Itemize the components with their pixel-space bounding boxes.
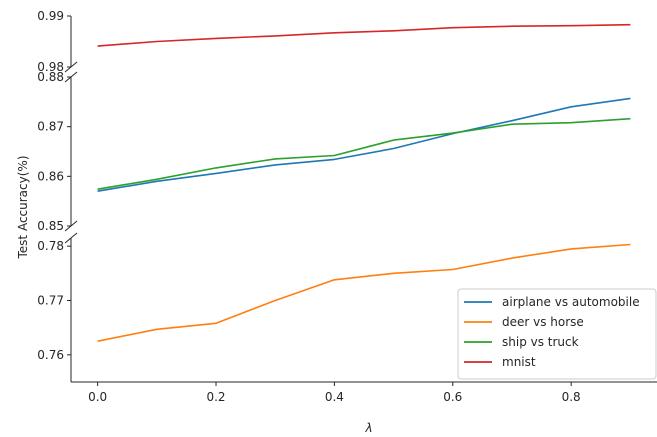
legend-label: deer vs horse: [502, 315, 584, 329]
y-tick-label: 0.98: [37, 60, 64, 74]
y-tick-label: 0.78: [37, 239, 64, 253]
y-tick-label: 0.77: [37, 293, 64, 307]
x-axis-title: λ: [364, 421, 372, 435]
legend-label: ship vs truck: [502, 335, 579, 349]
y-tick-label: 0.88: [37, 70, 64, 84]
axis-break-mark: [64, 232, 78, 244]
axis-break-marks: [64, 61, 78, 244]
axis-break-mark: [64, 71, 78, 83]
x-axis: 0.0 0.2 0.4 0.6 0.8: [71, 381, 657, 404]
x-tick-label: 0.8: [562, 390, 581, 404]
legend: airplane vs automobile deer vs horse ship …: [457, 288, 657, 380]
x-tick-label: 0.2: [206, 390, 225, 404]
y-tick-label: 0.76: [37, 348, 64, 362]
legend-frame: [457, 288, 657, 380]
axis-break-mark: [64, 61, 78, 73]
series-line-deer-vs-horse: [97, 243, 631, 342]
series-line-ship-vs-truck: [97, 117, 631, 190]
axis-break-mark: [64, 220, 78, 232]
series-lines: [97, 23, 631, 342]
y-axis-panel-2: 0.76 0.77 0.78: [37, 238, 72, 382]
series-line-mnist: [97, 23, 631, 47]
y-axis-title: Test Accuracy(%): [16, 156, 30, 260]
x-tick-label: 0.4: [325, 390, 344, 404]
y-axis-panel-1: 0.85 0.86 0.87 0.88: [37, 70, 72, 233]
series-line-airplane-vs-automobile: [97, 97, 631, 192]
legend-label: mnist: [502, 355, 536, 369]
y-axis-panel-0: 0.98 0.99: [37, 9, 72, 74]
x-tick-label: 0.0: [88, 390, 107, 404]
chart-panels: 0.98 0.99 0.85 0.86 0.87 0.88 0.76 0.77 0.78: [37, 9, 72, 382]
y-tick-label: 0.86: [37, 169, 64, 183]
y-tick-label: 0.87: [37, 120, 64, 134]
legend-label: airplane vs automobile: [502, 295, 640, 309]
y-tick-label: 0.85: [37, 219, 64, 233]
y-tick-label: 0.99: [37, 9, 64, 23]
x-tick-label: 0.6: [443, 390, 462, 404]
